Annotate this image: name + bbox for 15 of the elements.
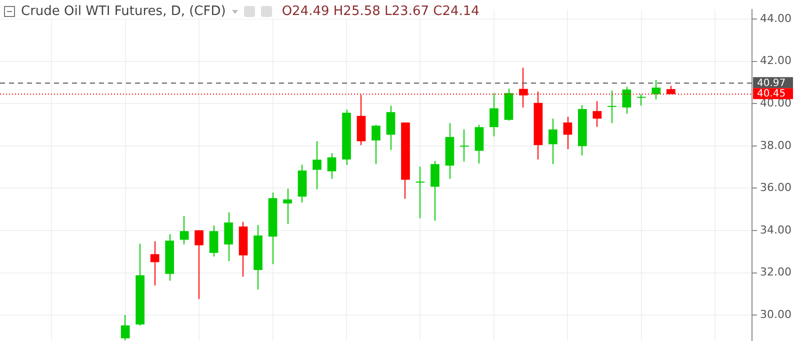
- chart-title: Crude Oil WTI Futures, D, (CFD): [21, 4, 226, 19]
- y-tick-label: 32.00: [760, 266, 792, 279]
- y-tick-label: 44.00: [760, 12, 792, 25]
- candlestick: [636, 94, 646, 106]
- y-tick-label: 38.00: [760, 138, 792, 152]
- y-tick-label: 36.00: [760, 181, 792, 194]
- ref-line-label: 40.45: [757, 88, 786, 100]
- y-tick-label: 42.00: [760, 54, 792, 68]
- y-tick-label: 30.00: [760, 308, 792, 321]
- candlestick: [608, 90, 616, 124]
- ref-line-label: 40.97: [757, 78, 786, 89]
- annotation: O24.49 H25.58 L23.67 C24.14: [282, 4, 480, 19]
- candlestick: [416, 166, 425, 218]
- candlestick: [460, 129, 469, 162]
- y-tick-label: 34.00: [760, 223, 792, 236]
